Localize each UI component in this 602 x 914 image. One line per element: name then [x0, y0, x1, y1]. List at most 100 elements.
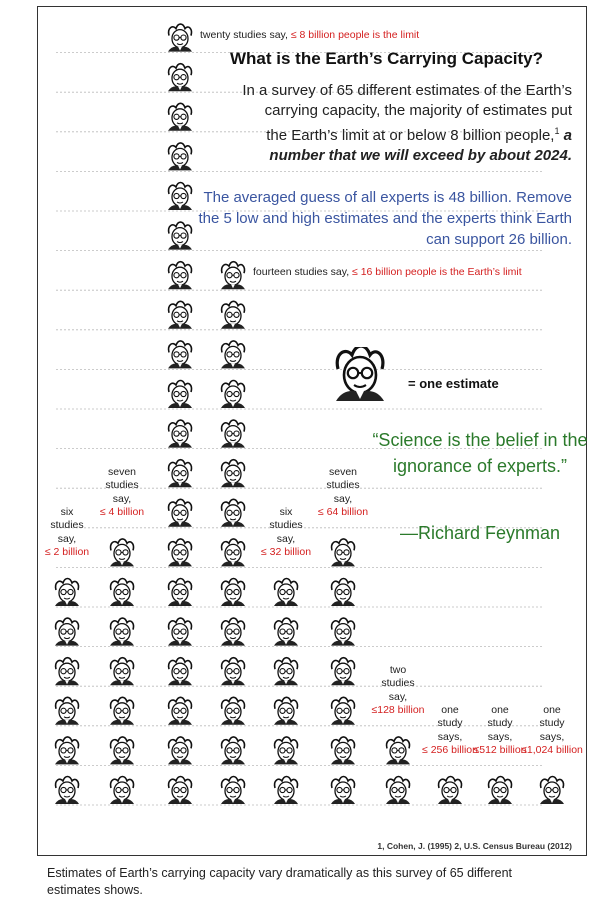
- estimate-icon: [167, 419, 193, 449]
- column-label: six studies say, ≤ 2 billion: [35, 506, 99, 560]
- estimate-icon: [437, 775, 463, 805]
- estimate-icon: [167, 617, 193, 647]
- estimate-icon: [330, 736, 356, 766]
- column-label: six studies say, ≤ 32 billion: [254, 506, 318, 560]
- column-label: twenty studies say, ≤ 8 billion people i…: [200, 29, 419, 41]
- label-count-line: say,: [57, 532, 77, 545]
- estimate-icon: [167, 181, 193, 211]
- label-count-line: says,: [539, 730, 565, 743]
- column-label: one study says, ≤512 billion: [468, 704, 532, 758]
- legend-label: = one estimate: [408, 376, 499, 391]
- estimate-icon: [54, 577, 80, 607]
- estimate-icon: [385, 775, 411, 805]
- estimate-icon: [109, 696, 135, 726]
- label-count-line: says,: [487, 730, 513, 743]
- infographic-frame: What is the Earth’s Carrying Capacity? I…: [35, 6, 588, 856]
- estimate-icon: [167, 775, 193, 805]
- label-count-line: studies: [269, 519, 303, 531]
- estimate-icon: [220, 498, 246, 528]
- estimate-icon: [167, 458, 193, 489]
- averaged-note: The averaged guess of all experts is 48 …: [198, 189, 572, 248]
- label-count-line: study: [487, 717, 513, 729]
- estimate-icon: [220, 538, 246, 568]
- estimate-icon: [220, 617, 246, 647]
- estimate-icon: [109, 736, 135, 766]
- label-limit: ≤ 2 billion: [44, 546, 90, 558]
- label-limit: ≤ 256 billion: [422, 744, 478, 756]
- label-count-line: studies: [105, 479, 139, 492]
- label-count-line: one: [441, 703, 459, 716]
- label-count-line: study: [437, 717, 463, 729]
- label-limit: ≤ 32 billion: [260, 546, 312, 558]
- estimate-icon: [220, 419, 246, 449]
- estimate-icon: [167, 221, 193, 251]
- label-count-line: studies: [50, 519, 84, 531]
- estimate-icon: [330, 696, 356, 726]
- estimate-icon: [220, 696, 246, 726]
- label-count-line: six: [60, 505, 74, 518]
- estimate-icon: [385, 736, 411, 766]
- label-limit: ≤512 billion: [473, 744, 527, 756]
- estimate-icon: [167, 538, 193, 568]
- estimate-icon: [330, 656, 356, 687]
- estimate-icon: [273, 696, 299, 726]
- estimate-icon: [330, 617, 356, 647]
- label-count-line: say,: [333, 492, 353, 505]
- estimate-icon: [330, 775, 356, 805]
- column-label: seven studies say, ≤ 4 billion: [90, 466, 154, 520]
- estimate-icon: [273, 577, 299, 607]
- label-count-line: one: [543, 703, 561, 716]
- label-count-line: six: [279, 505, 293, 518]
- label-limit: ≤ 4 billion: [99, 506, 145, 519]
- sources-note: 1, Cohen, J. (1995) 2, U.S. Census Burea…: [377, 841, 572, 851]
- estimate-icon: [167, 656, 193, 687]
- figure-caption: Estimates of Earth’s carrying capacity v…: [47, 866, 513, 897]
- legend-icon: [334, 347, 386, 403]
- label-limit: ≤ 8 billion people is the limit: [290, 28, 420, 41]
- estimate-icon: [54, 775, 80, 805]
- estimate-icon: [487, 775, 513, 805]
- label-count-line: say,: [276, 532, 296, 545]
- estimate-icon: [220, 736, 246, 766]
- label-count-line: two: [389, 663, 407, 676]
- estimate-icon: [167, 498, 193, 528]
- label-limit: ≤128 billion: [371, 704, 425, 717]
- estimate-icon: [167, 260, 193, 291]
- intro-highlight: a number that we will exceed by about 20…: [269, 127, 572, 164]
- estimate-icon: [167, 102, 193, 132]
- intro-text: In a survey of 65 different estimates of…: [242, 81, 572, 166]
- label-count: twenty studies say,: [200, 28, 291, 41]
- estimate-icon: [167, 300, 193, 330]
- estimate-icon: [220, 340, 246, 370]
- estimate-icon: [330, 538, 356, 568]
- estimate-icon: [167, 577, 193, 607]
- estimate-icon: [54, 617, 80, 647]
- estimate-icon: [539, 775, 565, 805]
- estimate-icon: [167, 379, 193, 409]
- estimate-icon: [167, 23, 193, 53]
- estimate-icon: [220, 656, 246, 687]
- estimate-icon: [109, 538, 135, 568]
- estimate-icon: [220, 577, 246, 607]
- estimate-icon: [167, 142, 193, 172]
- estimate-icon: [220, 458, 246, 489]
- label-count-line: seven: [107, 465, 137, 478]
- label-count-line: one: [491, 703, 509, 716]
- column-label: two studies say, ≤128 billion: [366, 664, 430, 718]
- column-label: one study says, ≤ 256 billion: [418, 704, 482, 758]
- label-count-line: say,: [388, 690, 408, 703]
- estimate-icon: [273, 656, 299, 687]
- feynman-quote: “Science is the belief in the ignorance …: [372, 430, 588, 476]
- label-limit: ≤ 64 billion: [317, 506, 369, 519]
- label-count: fourteen studies say,: [253, 266, 353, 279]
- estimate-icon: [109, 577, 135, 607]
- estimate-icon: [330, 577, 356, 607]
- estimate-icon: [273, 617, 299, 647]
- label-count-line: say,: [112, 492, 132, 505]
- intro-main: In a survey of 65 different estimates of…: [242, 82, 572, 144]
- label-count-line: studies: [381, 677, 415, 690]
- estimate-icon: [167, 696, 193, 726]
- label-count-line: seven: [328, 465, 358, 478]
- estimate-icon: [220, 775, 246, 805]
- pictograph-chart: [54, 23, 565, 806]
